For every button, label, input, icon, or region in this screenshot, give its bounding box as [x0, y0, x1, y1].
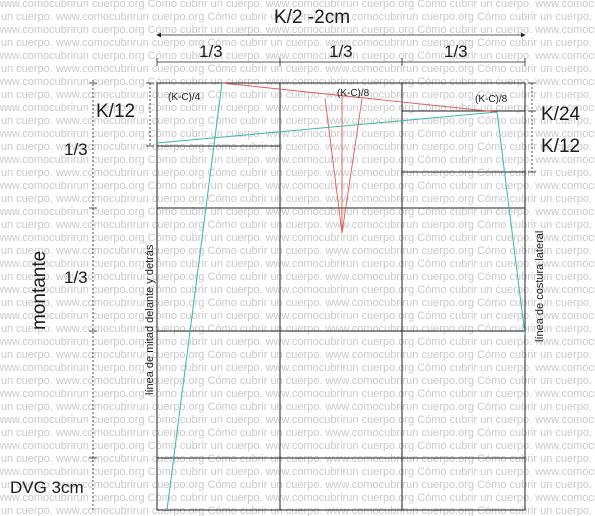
dimension-left	[92, 80, 151, 510]
label-kc8-right: (K-C)/8	[475, 94, 508, 105]
label-k24: K/24	[541, 104, 581, 125]
label-linea-mitad: línea de mitad delante y detrás	[144, 244, 156, 395]
dimension-top-width	[156, 32, 526, 66]
label-k12-left: K/12	[96, 101, 135, 122]
label-kc8-mid: (K-C)/8	[337, 88, 370, 99]
label-dvg: DVG 3cm	[10, 478, 84, 497]
label-k12-right: K/12	[541, 136, 580, 157]
red-dart	[221, 82, 498, 234]
label-left-third-2: 1/3	[64, 268, 88, 287]
dimension-right-ticks	[528, 82, 536, 173]
teal-lines	[156, 82, 526, 511]
label-montante: montante	[29, 251, 50, 330]
label-third-3: 1/3	[444, 42, 468, 61]
label-kc4: (K-C)/4	[168, 92, 201, 103]
pattern-frame	[156, 82, 526, 511]
dimension-left-ticks	[89, 82, 154, 459]
label-third-2: 1/3	[329, 42, 353, 61]
label-third-1: 1/3	[199, 42, 223, 61]
label-linea-costura: línea de costura lateral	[534, 231, 546, 342]
label-top-width: K/2 -2cm	[274, 7, 350, 28]
label-left-third-1: 1/3	[64, 140, 88, 159]
